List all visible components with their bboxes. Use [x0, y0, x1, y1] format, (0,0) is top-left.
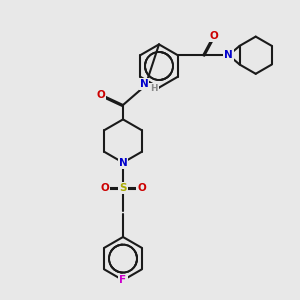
Text: N: N [140, 79, 148, 89]
Text: O: O [100, 183, 109, 193]
Text: N: N [118, 158, 127, 168]
Text: S: S [119, 183, 127, 193]
Text: F: F [119, 275, 127, 285]
Text: O: O [209, 31, 218, 41]
Text: H: H [150, 84, 158, 93]
Text: N: N [224, 50, 233, 60]
Text: O: O [137, 183, 146, 193]
Text: O: O [96, 89, 105, 100]
